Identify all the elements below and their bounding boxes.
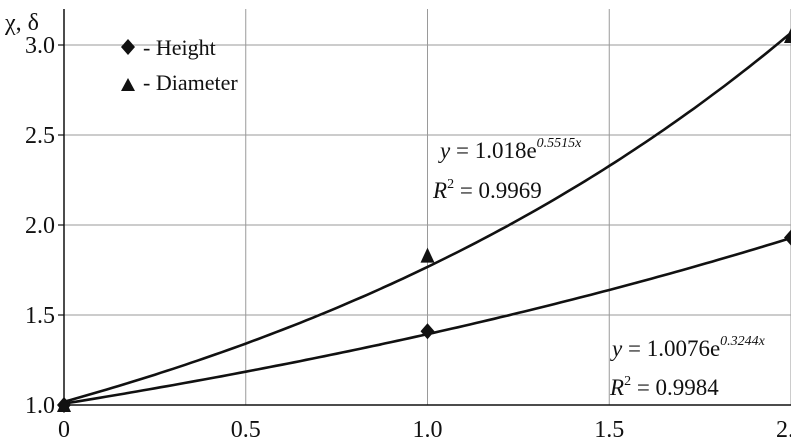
legend-label-diameter: - Diameter bbox=[143, 70, 238, 95]
data-point-height bbox=[420, 323, 435, 340]
equation-height: y = 1.0076e0.3244x R2 = 0.9984 bbox=[609, 334, 766, 400]
y-tick-label: 3.0 bbox=[25, 33, 55, 59]
y-tick-label: 2.5 bbox=[25, 123, 55, 149]
data-points bbox=[57, 28, 791, 413]
equation-diameter: y = 1.018e0.5515x R2 = 0.9969 bbox=[432, 136, 582, 203]
legend-marker-triangle bbox=[121, 78, 135, 91]
fit-curve-diameter bbox=[63, 31, 791, 404]
axes bbox=[58, 9, 791, 406]
legend: - Height - Diameter bbox=[121, 35, 238, 95]
data-point-height bbox=[784, 229, 791, 246]
data-point-diameter bbox=[57, 397, 71, 412]
equation-diameter-r2: R2 = 0.9969 bbox=[432, 177, 542, 203]
equation-height-r2: R2 = 0.9984 bbox=[609, 374, 719, 400]
y-tick-label: 2.0 bbox=[25, 213, 55, 239]
y-tick-label: 1.5 bbox=[25, 303, 55, 329]
x-tick-label: 2.0 bbox=[776, 417, 791, 443]
tick-labels: 0 0.5 1.0 1.5 2.0 1.0 1.5 2.0 2.5 3.0 bbox=[25, 33, 791, 443]
legend-marker-diamond bbox=[121, 39, 135, 55]
data-point-diameter bbox=[784, 28, 791, 43]
x-tick-label: 1.5 bbox=[594, 417, 624, 443]
y-tick-label: 1.0 bbox=[25, 393, 55, 419]
legend-label-height: - Height bbox=[143, 35, 216, 60]
grid bbox=[64, 9, 791, 405]
x-tick-label: 1.0 bbox=[413, 417, 443, 443]
x-tick-label: 0.5 bbox=[231, 417, 261, 443]
equation-height-fit: y = 1.0076e0.3244x bbox=[610, 334, 766, 361]
y-axis-label: χ, δ bbox=[4, 10, 39, 36]
equation-diameter-fit: y = 1.018e0.5515x bbox=[438, 136, 582, 163]
data-point-diameter bbox=[420, 247, 435, 263]
x-tick-label: 0 bbox=[58, 417, 70, 443]
